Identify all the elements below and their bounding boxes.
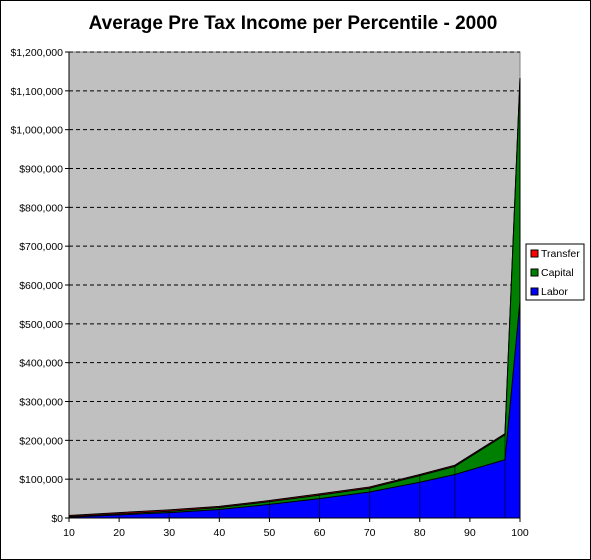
area-labor [68,300,521,519]
x-tick-label: 70 [364,527,376,539]
y-tick-label: $400,000 [19,358,63,370]
legend-swatch-labor [530,287,539,296]
y-tick-label: $1,200,000 [10,47,63,59]
gridlines [69,51,520,480]
x-tick-label: 80 [414,527,426,539]
legend-swatch-transfer [530,249,539,258]
y-tick-label: $500,000 [19,319,63,331]
legend-label-labor: Labor [541,286,568,298]
x-tick-label: 40 [213,527,225,539]
legend: Transfer Capital Labor [525,243,585,301]
x-tick-label: 30 [163,527,175,539]
x-tick-label: 60 [314,527,326,539]
x-tick-label: 10 [63,527,75,539]
y-tick-label: $0 [51,513,63,525]
y-tick-label: $900,000 [19,164,63,176]
x-tick-label: 50 [264,527,276,539]
x-tick-label: 90 [464,527,476,539]
legend-label-transfer: Transfer [541,248,580,260]
y-tick-label: $200,000 [19,435,63,447]
y-tick-label: $300,000 [19,397,63,409]
y-tick-label: $1,000,000 [10,125,63,137]
x-tick-label: 20 [113,527,125,539]
x-axis-ticks: 10 20 30 40 50 60 70 80 90 100 [63,518,529,539]
legend-label-capital: Capital [541,267,574,279]
chart-title: Average Pre Tax Income per Percentile - … [89,13,498,34]
y-tick-label: $800,000 [19,202,63,214]
area-series [68,77,521,519]
y-tick-label: $1,100,000 [10,86,63,98]
y-tick-label: $700,000 [19,241,63,253]
legend-swatch-capital [530,268,539,277]
y-tick-label: $100,000 [19,474,63,486]
x-tick-label: 100 [511,527,529,539]
y-tick-label: $600,000 [19,280,63,292]
y-axis-ticks: $0 $100,000 $200,000 $300,000 $400,000 $500,0… [10,47,69,525]
